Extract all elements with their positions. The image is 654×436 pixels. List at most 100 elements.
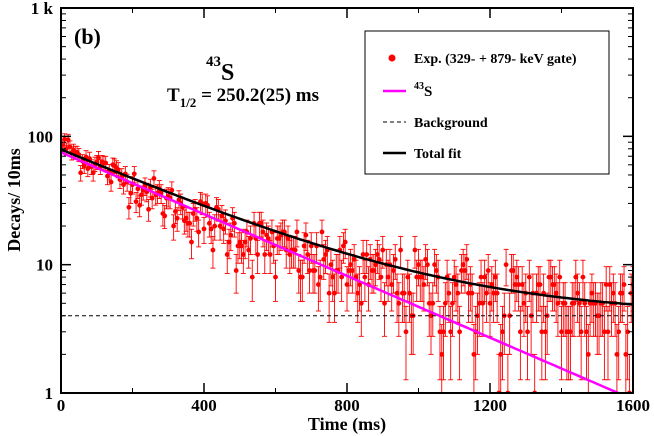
data-point <box>346 268 352 273</box>
data-point <box>231 220 237 226</box>
data-point <box>489 282 495 287</box>
data-point <box>364 252 370 257</box>
x-tick-label: 1600 <box>616 396 650 415</box>
data-point <box>208 226 214 232</box>
data-point <box>607 282 613 287</box>
y-axis-label: Decays/ 10ms <box>4 148 24 251</box>
data-point <box>349 268 355 273</box>
y-tick-label: 1 <box>45 384 54 403</box>
data-point <box>419 274 425 280</box>
data-point <box>575 290 580 296</box>
legend-isotope-mass: 43 <box>414 81 424 92</box>
data-point <box>221 226 227 232</box>
panel-label: (b) <box>74 24 101 49</box>
data-point <box>568 329 573 335</box>
data-point <box>385 274 391 280</box>
data-point <box>176 197 182 203</box>
legend-exp-marker <box>388 54 396 62</box>
data-point <box>292 247 298 253</box>
data-point <box>355 290 361 296</box>
data-point <box>537 282 543 287</box>
data-point <box>442 300 448 306</box>
data-point <box>131 171 137 177</box>
data-point <box>451 274 457 280</box>
data-point <box>439 351 445 357</box>
data-point <box>482 274 488 280</box>
data-point <box>571 300 577 306</box>
data-point <box>616 329 622 335</box>
data-point <box>171 223 177 229</box>
data-point <box>573 274 579 280</box>
data-point <box>201 226 207 232</box>
data-point <box>471 351 477 357</box>
data-point <box>557 274 563 280</box>
data-point <box>578 329 584 335</box>
data-point <box>149 195 155 201</box>
half-life-subscript: 1/2 <box>180 95 197 110</box>
y-tick-label: 1 k <box>31 0 54 18</box>
data-point <box>262 252 268 257</box>
data-point <box>348 262 353 268</box>
data-point <box>328 262 334 268</box>
data-point <box>382 300 387 306</box>
isotope-title-element: S <box>221 60 234 86</box>
data-point <box>498 351 504 357</box>
x-tick-label: 400 <box>191 396 217 415</box>
data-point <box>453 282 459 287</box>
data-point <box>133 199 139 205</box>
legend-background-label: Background <box>414 116 488 131</box>
data-point <box>210 247 216 253</box>
data-point <box>464 256 470 262</box>
data-point <box>169 187 175 193</box>
data-point <box>121 182 126 188</box>
data-point <box>173 209 178 214</box>
data-point <box>426 300 432 306</box>
data-point <box>466 290 471 296</box>
x-tick-label: 800 <box>334 396 360 415</box>
data-point <box>433 268 439 273</box>
data-point <box>460 262 466 268</box>
legend-isotope-element: S <box>424 84 432 100</box>
legend-exp-label: Exp. (329- + 879- keV gate) <box>414 52 577 67</box>
data-point <box>396 300 402 306</box>
data-point <box>559 329 564 335</box>
half-life-value: = 250.2(25) ms <box>196 85 319 106</box>
data-point <box>487 300 493 306</box>
axis-tick-labels: 0 400 800 1200 1600 1 10 100 1 k <box>28 0 651 415</box>
data-point <box>174 215 180 221</box>
data-point <box>307 268 312 273</box>
data-point <box>392 256 398 262</box>
data-point <box>237 239 243 245</box>
data-point <box>450 300 455 306</box>
y-tick-label: 10 <box>36 256 53 275</box>
data-point <box>380 247 386 253</box>
total-fit-curve <box>61 148 633 306</box>
half-life-annotation: T1/2 = 250.2(25) ms <box>167 85 319 110</box>
data-point <box>491 290 496 296</box>
data-point <box>510 268 516 273</box>
data-point <box>555 300 561 306</box>
data-point <box>401 290 407 296</box>
data-point <box>441 329 446 335</box>
data-point <box>459 268 464 273</box>
data-point <box>425 262 430 268</box>
data-point <box>287 252 293 257</box>
data-point <box>296 268 302 273</box>
data-point <box>255 252 261 257</box>
data-point <box>446 290 452 296</box>
data-point <box>623 351 629 357</box>
data-point <box>480 300 486 306</box>
data-point <box>301 243 307 249</box>
data-point <box>246 247 252 253</box>
data-point <box>267 252 273 257</box>
data-point <box>362 274 368 280</box>
data-point <box>342 239 348 245</box>
data-point <box>374 252 380 257</box>
data-point <box>239 243 244 249</box>
data-point <box>548 274 554 280</box>
data-point <box>614 351 620 357</box>
data-point <box>240 252 246 257</box>
data-point <box>187 220 193 226</box>
data-point <box>189 239 194 245</box>
data-point <box>294 229 300 235</box>
